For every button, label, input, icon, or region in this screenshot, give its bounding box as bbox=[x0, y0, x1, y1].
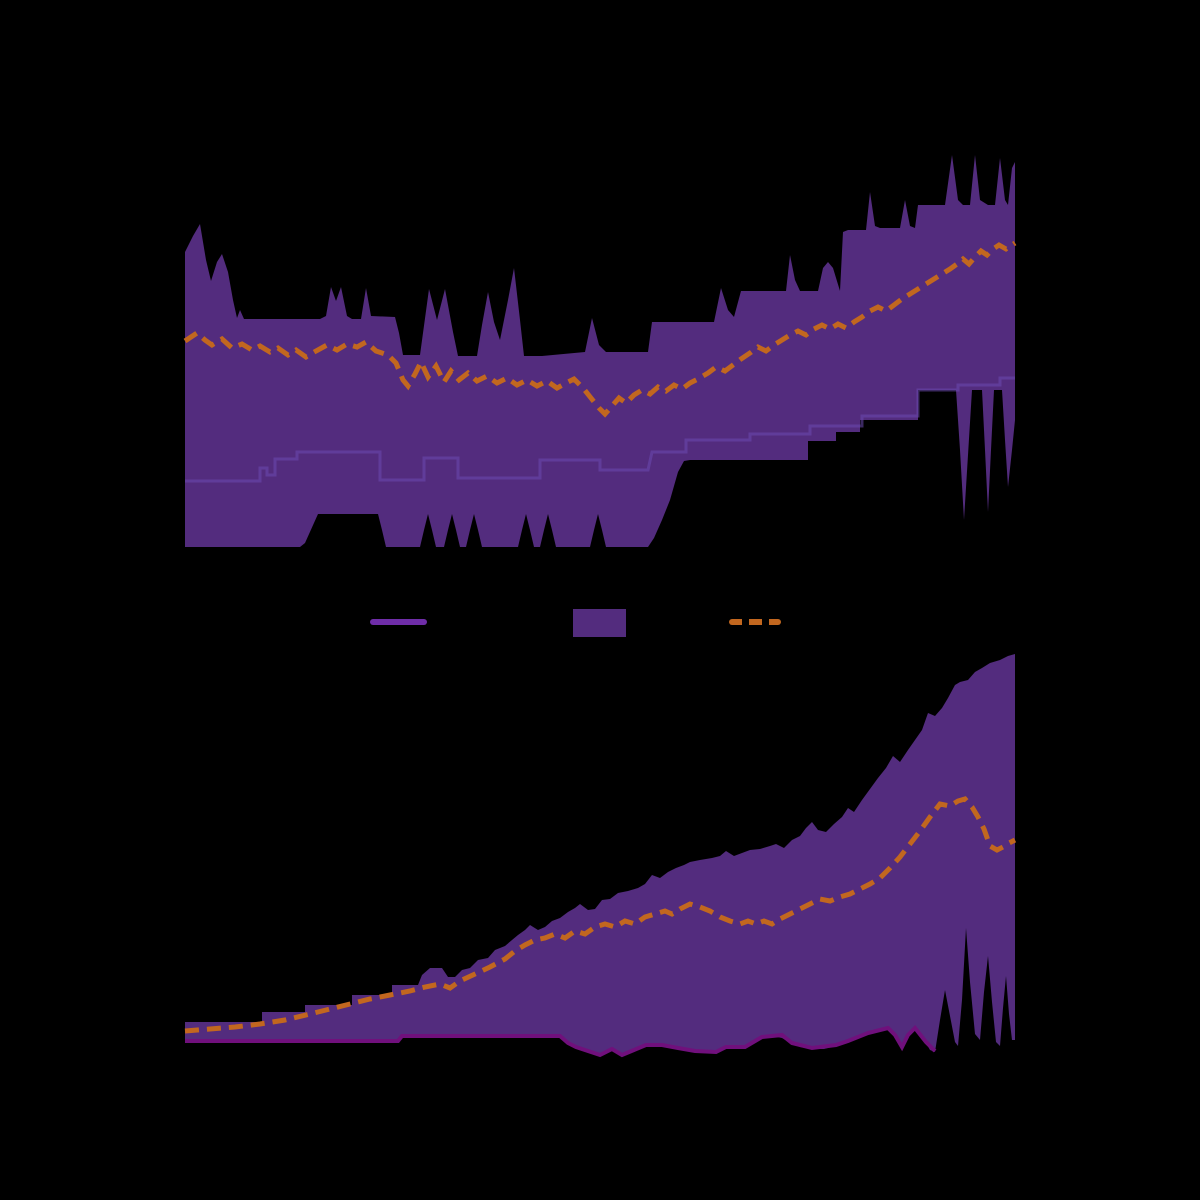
chart-1-solid-line bbox=[185, 1024, 937, 1058]
chart-0-median-line bbox=[183, 240, 1017, 418]
chart-1-median-line bbox=[184, 796, 1017, 1034]
chart-0-solid-line bbox=[185, 376, 1015, 483]
chart-1-group bbox=[184, 654, 1017, 1058]
chart-0-group bbox=[183, 155, 1017, 547]
chart-0-band bbox=[185, 155, 1015, 547]
chart-1-band bbox=[185, 654, 1015, 1056]
